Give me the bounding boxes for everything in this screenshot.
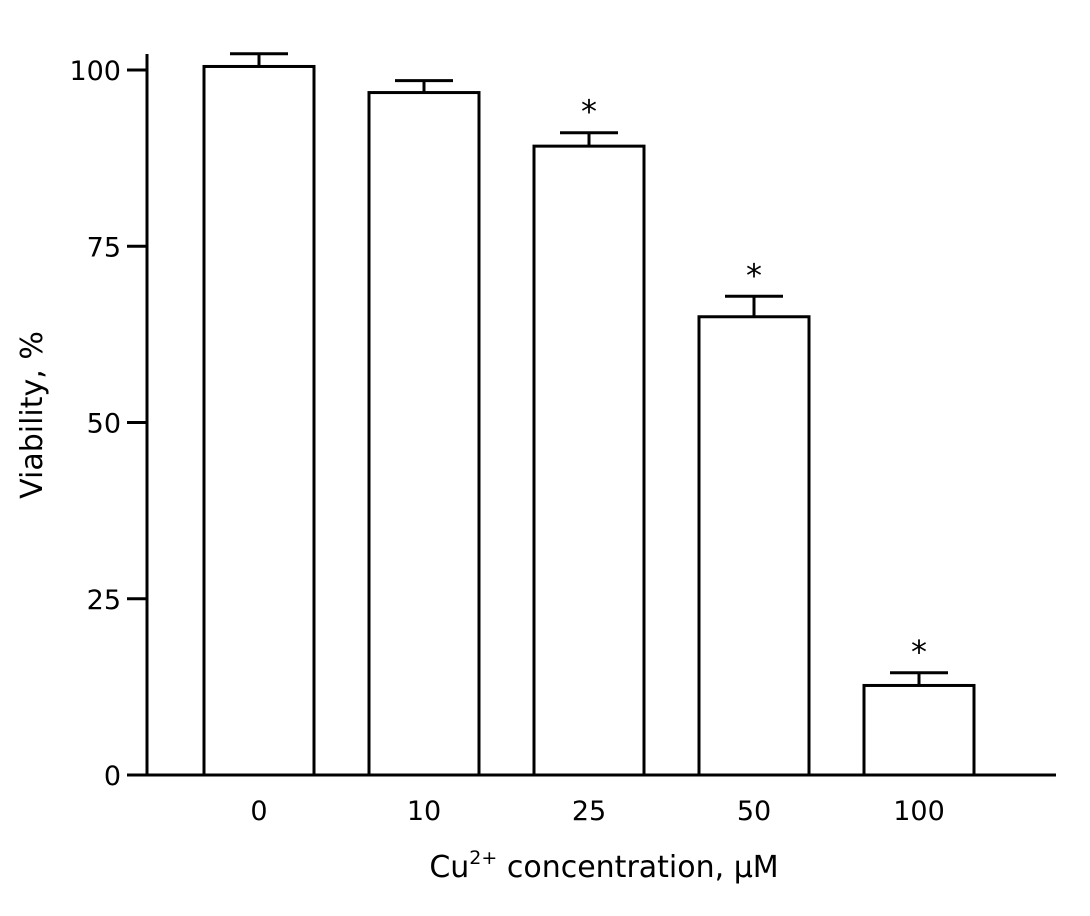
x-tick-label: 0 <box>250 796 267 827</box>
x-axis-title: Cu2+ concentration, µM <box>429 847 778 885</box>
x-axis-title-suffix: concentration, µM <box>497 850 778 885</box>
significance-marker: * <box>581 93 597 131</box>
y-tick-label: 25 <box>87 585 121 616</box>
y-tick-label: 50 <box>87 409 121 440</box>
y-axis-title: Viability, % <box>15 331 50 499</box>
y-tick-label: 0 <box>104 761 121 792</box>
x-axis-title-superscript: 2+ <box>469 847 497 869</box>
x-axis-title-base: Cu <box>429 850 469 885</box>
y-tick-label: 100 <box>69 56 121 87</box>
significance-marker: * <box>911 633 927 671</box>
bar <box>202 64 316 777</box>
bar <box>697 315 811 777</box>
chart-labels: 0 25 50 75 100 0 10 25 * 50 * 100 * <box>69 56 944 827</box>
x-tick-label: 25 <box>572 796 606 827</box>
x-tick-label: 100 <box>893 796 945 827</box>
bar <box>367 91 481 777</box>
significance-marker: * <box>746 256 762 294</box>
chart-bars <box>202 52 976 777</box>
x-tick-label: 10 <box>407 796 441 827</box>
bar <box>532 144 646 777</box>
bar <box>862 683 976 777</box>
y-tick-label: 75 <box>87 232 121 263</box>
x-tick-label: 50 <box>737 796 771 827</box>
